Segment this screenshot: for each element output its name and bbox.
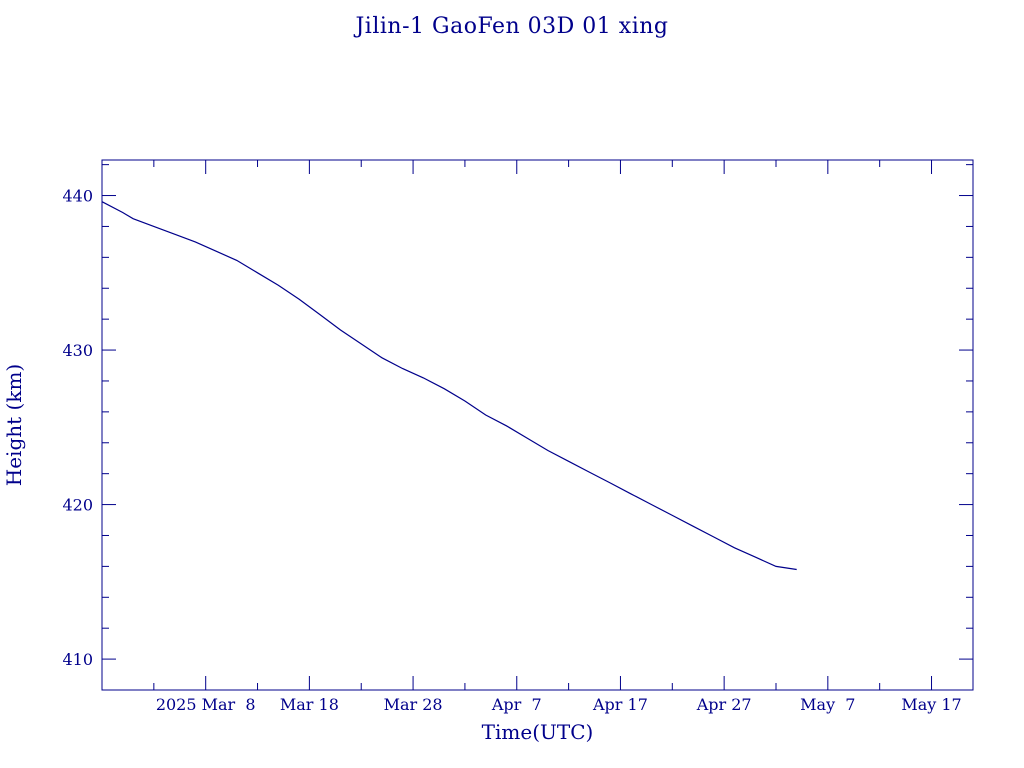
y-tick-label: 410 bbox=[62, 650, 93, 669]
x-tick-label: May 17 bbox=[901, 695, 961, 714]
axis-ticks bbox=[101, 160, 973, 691]
plot-frame bbox=[101, 159, 974, 691]
y-tick-label: 430 bbox=[62, 341, 93, 360]
y-tick-label: 420 bbox=[62, 496, 93, 515]
x-tick-label: Apr 7 bbox=[491, 695, 542, 714]
x-axis-label: Time(UTC) bbox=[482, 720, 594, 744]
chart-title: Jilin-1 GaoFen 03D 01 xing bbox=[355, 14, 669, 39]
y-axis-label: Height (km) bbox=[2, 364, 26, 486]
x-tick-label: Apr 27 bbox=[696, 695, 752, 714]
x-tick-label: Apr 17 bbox=[592, 695, 648, 714]
x-tick-label: Mar 28 bbox=[384, 695, 443, 714]
x-tick-label: Mar 18 bbox=[280, 695, 339, 714]
y-tick-label: 440 bbox=[62, 187, 93, 206]
y-tick-labels: 410 420 430 440 bbox=[62, 187, 93, 670]
x-tick-label: May 7 bbox=[800, 695, 855, 714]
x-tick-labels: 2025 Mar 8 Mar 18 Mar 28 Apr 7 Apr 17 Apr 27 M… bbox=[156, 695, 962, 714]
series-line bbox=[101, 201, 797, 571]
x-tick-label: 2025 Mar 8 bbox=[156, 695, 256, 714]
